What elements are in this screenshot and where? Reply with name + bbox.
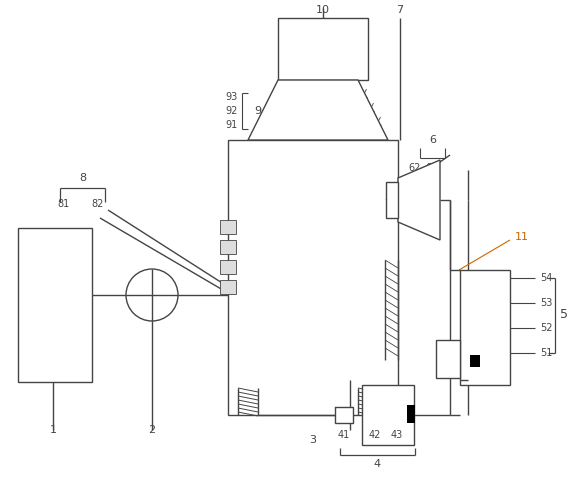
Text: 92: 92	[226, 106, 238, 116]
Bar	[470, 355, 480, 367]
Bar	[278, 18, 368, 80]
Text: 5: 5	[560, 308, 568, 321]
Text: 3: 3	[309, 435, 316, 445]
Text: 10: 10	[316, 5, 330, 15]
Text: 82: 82	[92, 199, 104, 209]
Bar	[220, 220, 236, 234]
Text: 54: 54	[540, 273, 552, 283]
Text: 41: 41	[338, 430, 350, 440]
Text: 4: 4	[373, 459, 380, 469]
Polygon shape	[398, 160, 440, 240]
Text: 8: 8	[79, 173, 87, 183]
Bar	[407, 405, 415, 423]
Bar	[460, 270, 510, 385]
Text: 1: 1	[50, 425, 57, 435]
Text: 62: 62	[409, 163, 421, 173]
Bar	[436, 340, 460, 378]
Text: 51: 51	[540, 348, 552, 358]
Bar	[228, 140, 398, 415]
Text: 43: 43	[391, 430, 403, 440]
Polygon shape	[248, 80, 388, 140]
Bar	[362, 385, 414, 445]
Text: 53: 53	[540, 298, 552, 308]
Text: 6: 6	[429, 135, 436, 145]
Text: 93: 93	[226, 92, 238, 102]
Bar	[220, 280, 236, 294]
Text: 81: 81	[57, 199, 69, 209]
Bar	[220, 260, 236, 274]
Text: 52: 52	[540, 323, 553, 333]
Text: 91: 91	[226, 120, 238, 130]
Bar	[220, 240, 236, 254]
Text: 9: 9	[254, 106, 261, 116]
Bar	[18, 228, 92, 382]
Bar	[335, 407, 353, 423]
Bar	[386, 182, 398, 218]
Text: 61: 61	[426, 163, 438, 173]
Text: 2: 2	[148, 425, 155, 435]
Text: 7: 7	[396, 5, 404, 15]
Text: 11: 11	[515, 232, 529, 242]
Text: 42: 42	[369, 430, 381, 440]
